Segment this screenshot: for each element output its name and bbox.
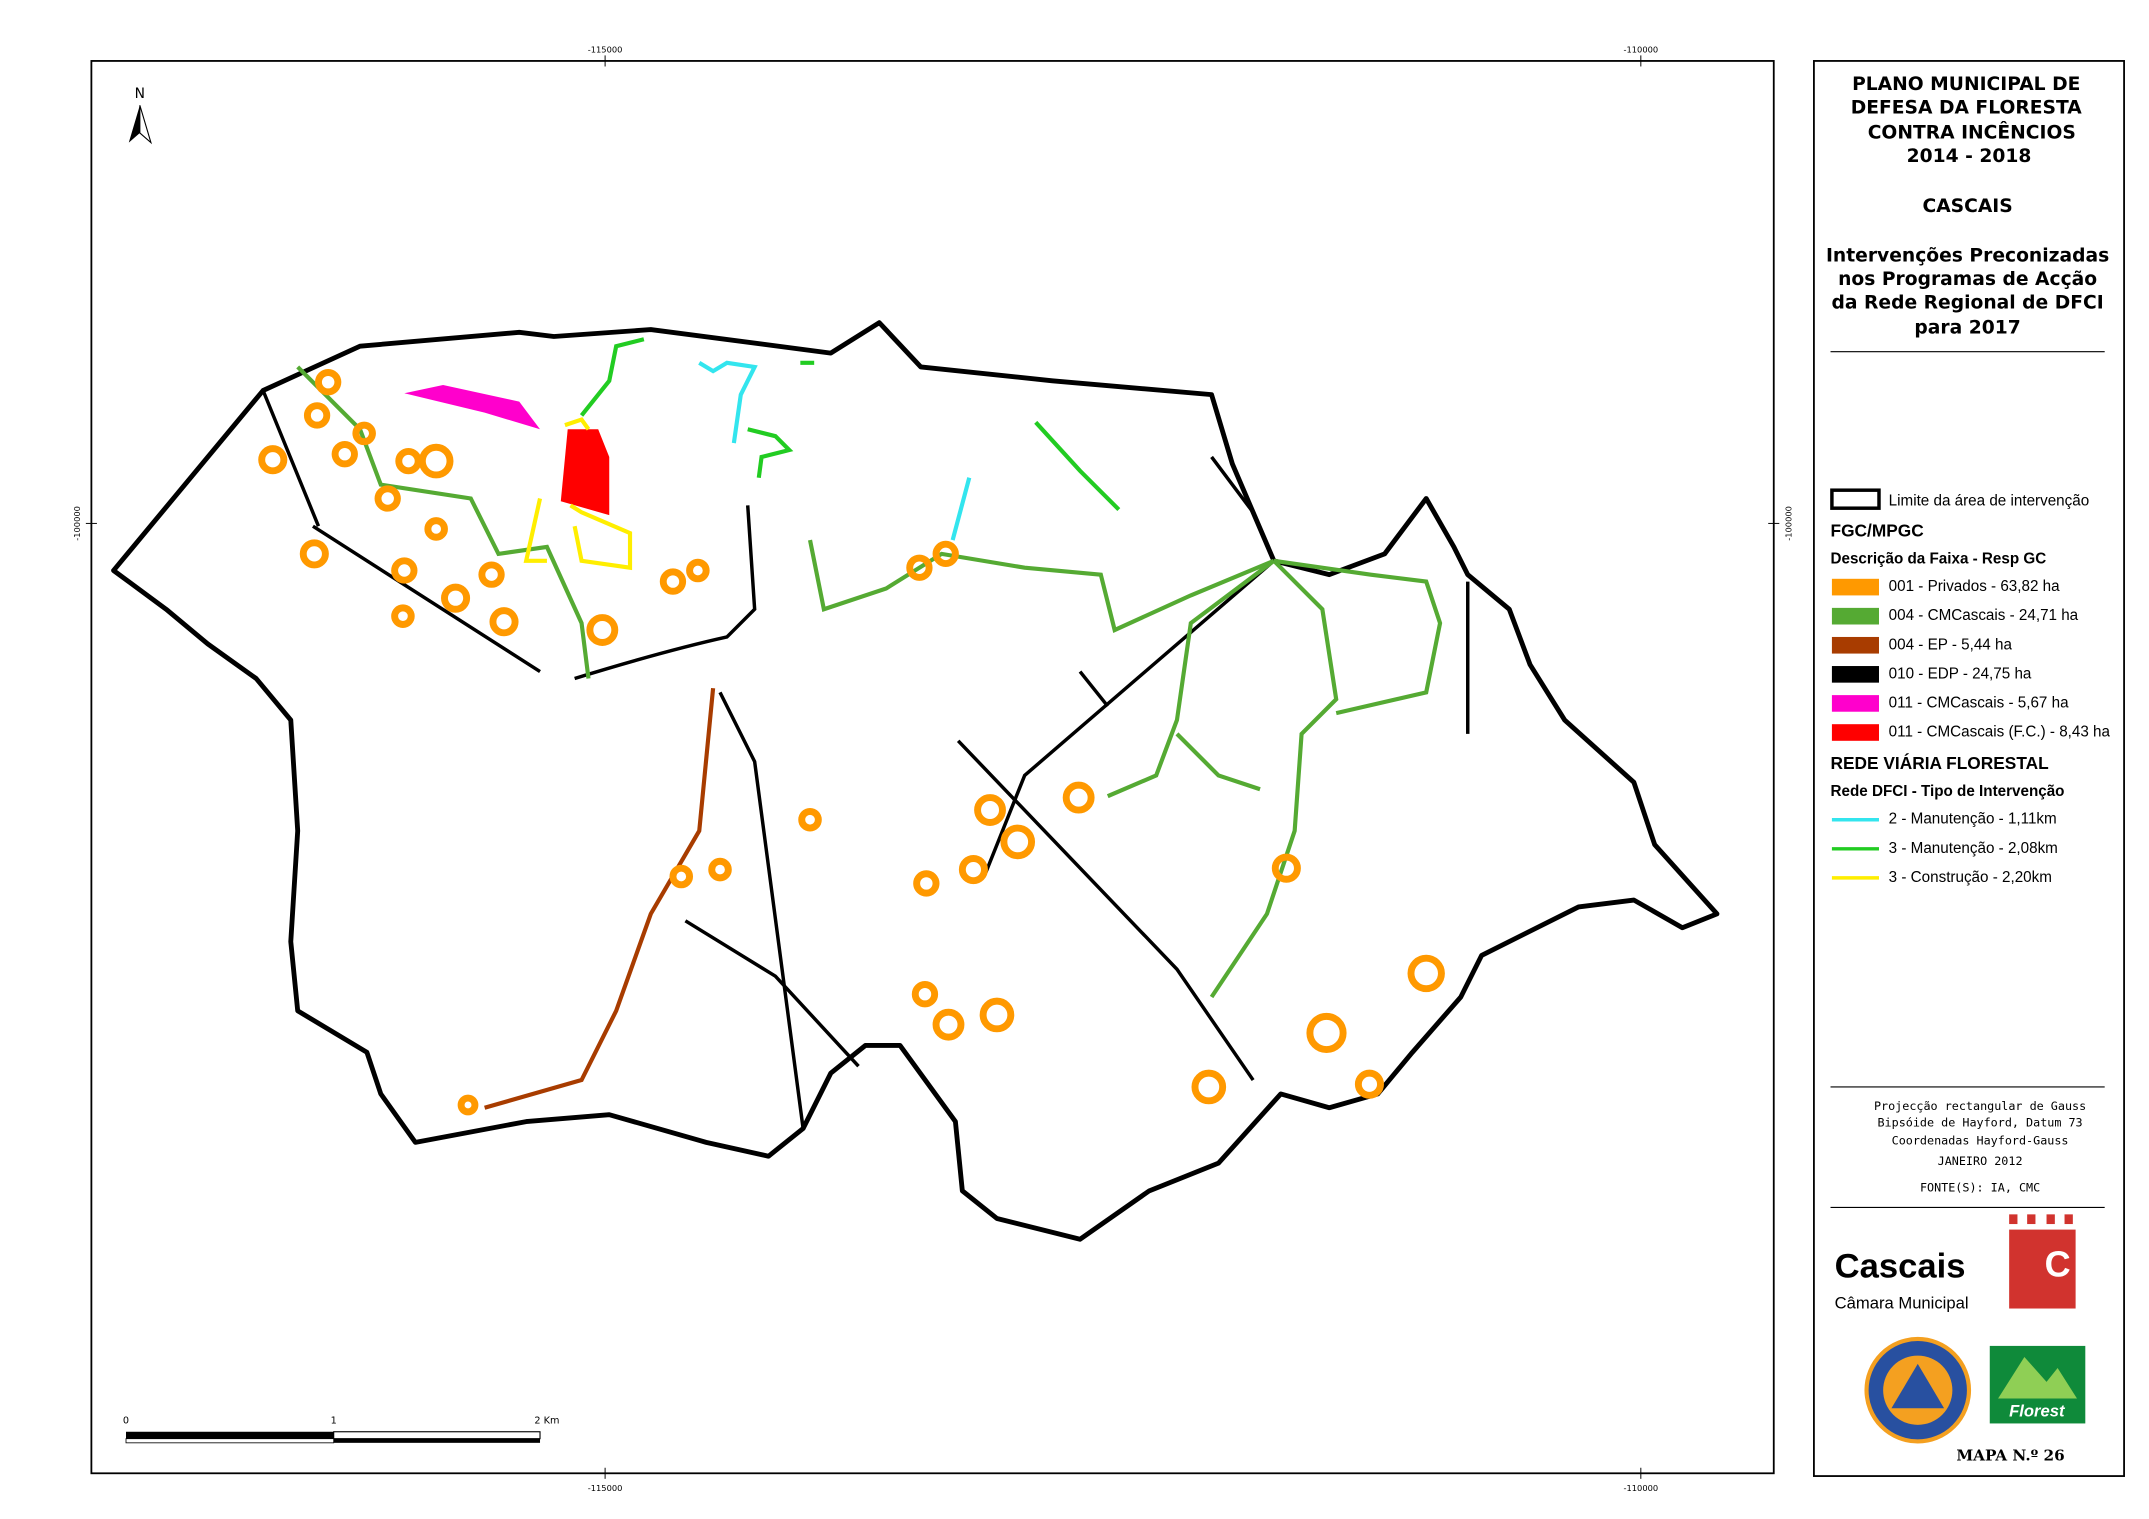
legend-subheading: Rede DFCI - Tipo de Intervenção [1831,783,2065,800]
north-label: N [135,86,145,102]
map-features [111,320,1720,1242]
legend-swatch [1831,607,1879,625]
logo-florest: Florest [2009,1402,2066,1421]
coord-label: -115000 [588,1483,623,1493]
edp-lines [261,389,1470,1129]
coord-label: -110000 [1623,44,1658,54]
legend-subheading: Descrição da Faixa - Resp GC [1831,550,2047,567]
subtitle-line: nos Programas de Acção [1838,269,2097,290]
roads [523,337,1121,571]
subtitle-line: da Rede Regional de DFCI [1832,293,2104,314]
north-arrow: N [128,86,153,145]
panel-frame [1813,60,2125,1477]
coord-label: -110000 [1623,1483,1658,1493]
note: Coordenadas Hayford-Gauss [1892,1133,2069,1147]
coord-label: -100000 [72,506,82,541]
legend-label: 001 - Privados - 63,82 ha [1889,578,2060,595]
scale-label: 0 [123,1416,129,1427]
legend-label: 2 - Manutenção - 1,11km [1889,811,2057,828]
source: FONTE(S): IA, CMC [1920,1181,2040,1195]
note: Bipsóide de Hayford, Datum 73 [1877,1115,2082,1129]
logo-c: C [2045,1243,2071,1284]
note: Projecção rectangular de Gauss [1874,1099,2086,1113]
legend-heading: REDE VIÁRIA FLORESTAL [1831,753,2050,773]
red-area [560,429,610,516]
logo-camara: Câmara Municipal [1835,1294,1969,1313]
legend-swatch [1831,724,1879,741]
legend-label: 3 - Manutenção - 2,08km [1889,840,2058,857]
legend-swatch [1831,695,1879,712]
title-line: DEFESA DA FLORESTA [1851,98,2083,119]
legend-swatch [1831,636,1879,654]
title-line: CONTRA INCÊNCIOS [1868,120,2076,143]
note: JANEIRO 2012 [1938,1154,2023,1168]
legend-heading: FGC/MPGC [1831,520,1925,540]
scale-label: 1 [331,1416,337,1427]
legend-label: 011 - CMCascais (F.C.) - 8,43 ha [1889,724,2111,741]
panel: PLANO MUNICIPAL DE DEFESA DA FLORESTA CO… [1826,74,2111,1465]
title-line: PLANO MUNICIPAL DE [1852,74,2080,95]
map-frame [90,60,1775,1475]
map-number: MAPA N.º 26 [1956,1447,2064,1465]
title-line: 2014 - 2018 [1907,146,2032,167]
municipality: CASCAIS [1922,196,2012,217]
scale-label: 2 Km [534,1416,559,1427]
legend-label: 004 - EP - 5,44 ha [1889,636,2013,653]
coord-label: -115000 [588,44,623,54]
coordinates: -115000 -110000 -115000 -110000 -100000 … [72,44,1793,1493]
subtitle-line: para 2017 [1914,318,2020,339]
legend-swatch [1831,666,1879,683]
legend-label: Limite da área de intervenção [1889,492,2090,509]
ep-strip [484,687,716,1110]
logo-cascais: Cascais [1835,1248,1966,1286]
legend-swatch [1831,578,1879,596]
coord-label: -100000 [1783,506,1793,541]
magenta-area [404,384,541,430]
subtitle-line: Intervenções Preconizadas [1826,246,2109,267]
legend-label: 011 - CMCascais - 5,67 ha [1889,694,2069,711]
legend-label: 3 - Construção - 2,20km [1889,869,2052,886]
legend-label: 004 - CMCascais - 24,71 ha [1889,607,2079,624]
legend-label: 010 - EDP - 24,75 ha [1889,665,2032,682]
scale-bar: 0 1 2 Km [123,1416,559,1444]
legend-items: 001 - Privados - 63,82 ha 004 - CMCascais… [1831,578,2111,886]
private-strips [258,369,1445,1116]
